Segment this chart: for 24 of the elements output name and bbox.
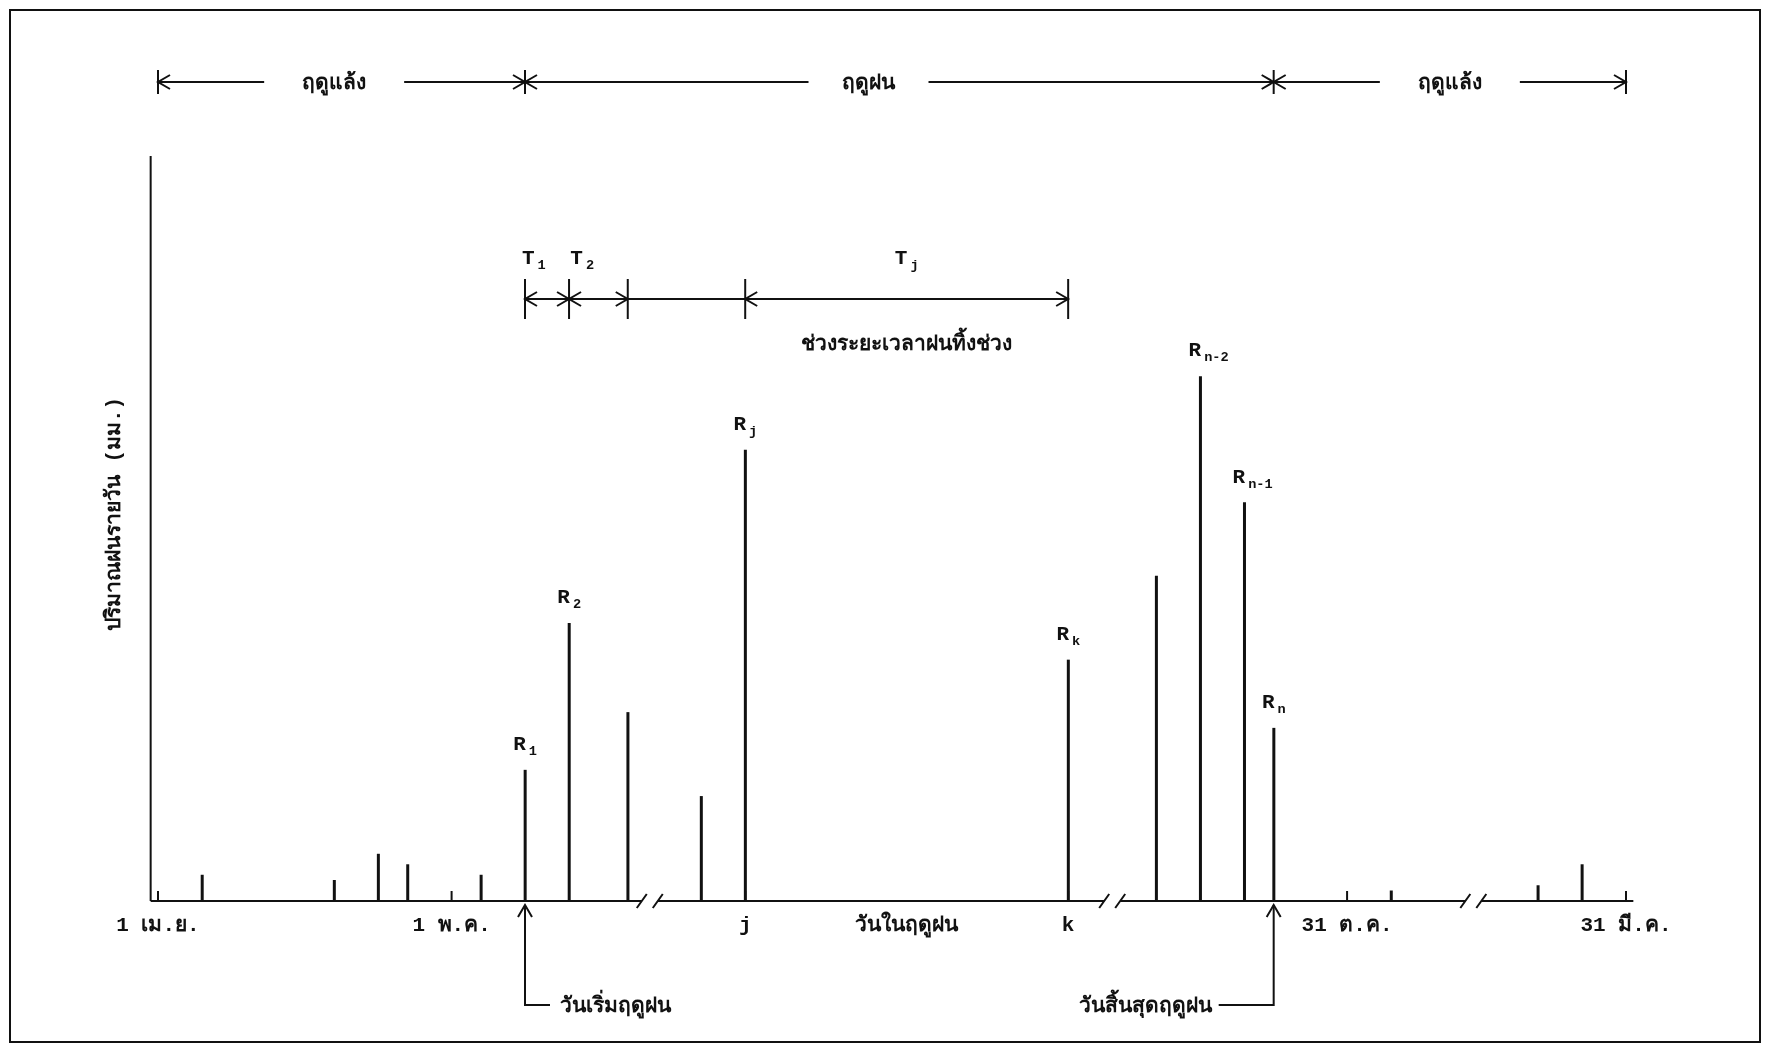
text: วันสิ้นสุดฤดูฝน [1079, 989, 1214, 1019]
x-tick-label: 1 พ.ค. [412, 914, 491, 937]
text: ฤดูแล้ง [1417, 70, 1482, 96]
x-axis-title: วันในฤดูฝน [855, 911, 960, 938]
y-axis-title: ปริมาณฝนรายวัน (มม.) [102, 396, 126, 632]
text: R$_{n-2}$ [1188, 339, 1229, 365]
annotation: R$_{2}$ [557, 586, 582, 612]
text: ช่วงระยะเวลาฝนทิ้งช่วง [801, 327, 1013, 356]
text: ฤดูฝน [842, 72, 897, 96]
annotation: R$_{k}$ [1056, 623, 1081, 649]
annotation: R$_{1}$ [513, 733, 538, 759]
text: ฤดูแล้ง [302, 70, 367, 96]
x-tick-label: j [738, 914, 752, 937]
x-tick-label: 31 ต.ค. [1301, 914, 1393, 937]
annotation: R$_{n-1}$ [1232, 466, 1273, 492]
text: T$_{1}$ [521, 247, 546, 273]
x-tick-label: k [1061, 914, 1075, 937]
annotation: R$_{n}$ [1261, 691, 1286, 717]
text: T$_{2}$ [570, 247, 595, 273]
text: วันเริ่มฤดูฝน [560, 989, 673, 1019]
x-tick-label: 31 มี.ค. [1580, 912, 1672, 937]
text: T$_{j}$ [894, 247, 919, 273]
annotation: R$_{j}$ [733, 413, 758, 439]
x-tick-label: 1 เม.ย. [116, 914, 200, 937]
